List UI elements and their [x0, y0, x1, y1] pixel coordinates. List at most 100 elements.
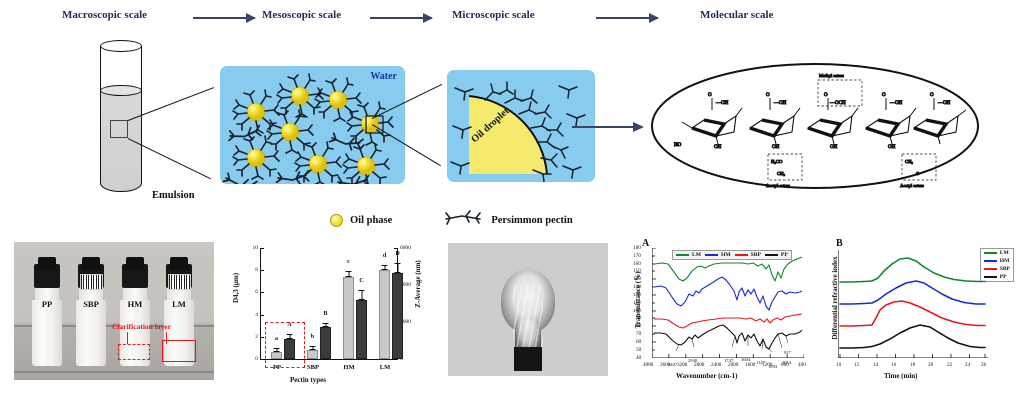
- svg-text:OH: OH: [830, 145, 838, 150]
- pendant-drop-photo: [448, 243, 608, 376]
- bar-chart-d43-zaverage: D4,3 (µm) Z-Average (nm) 0 2 4 6 8 10 0 …: [224, 240, 432, 390]
- panel-a-y-tick-80: 80: [636, 323, 642, 329]
- panel-a-y-tick-100: 100: [633, 308, 641, 314]
- bar-x-label-hm: HM: [343, 364, 355, 371]
- svg-text:CH₃: CH₃: [905, 159, 913, 164]
- scale-arrow-2: [370, 13, 433, 23]
- water-label-meso: Water: [370, 71, 397, 82]
- sig-letter: d: [382, 253, 387, 259]
- pectin-molecule-svg: O —OH HO OH O —OH OH: [651, 63, 979, 189]
- panel-a-y-tick-130: 130: [633, 284, 641, 290]
- bar-y2-tick-6000: 6000: [400, 245, 411, 251]
- bottle-label-sbp: SBP: [83, 299, 99, 309]
- cylinder-rim: [100, 40, 142, 52]
- svg-text:Acetyl esters: Acetyl esters: [766, 183, 790, 188]
- bar-y-tick-10: 10: [252, 245, 259, 251]
- error-bar: [381, 265, 388, 270]
- panel-b-x-tick-16: 16: [891, 362, 897, 368]
- svg-text:O: O: [824, 93, 828, 98]
- bench-line: [14, 324, 214, 327]
- legend-swatch-pp: [764, 254, 778, 256]
- panel-b-x-tick-24: 24: [965, 362, 971, 368]
- svg-text:Methyl esters: Methyl esters: [819, 73, 844, 78]
- sig-letter: D: [395, 251, 400, 258]
- bottle-neck: [123, 288, 147, 300]
- panel-b-gpc: B Differential refractive index LM HM SB…: [822, 238, 1018, 388]
- panel-a-x-tick-1200: 1200: [762, 362, 773, 368]
- panel-a-y-tick-110: 110: [633, 300, 641, 306]
- clarification-pointer-right: [166, 332, 168, 344]
- arrow-to-molecular: [572, 121, 644, 132]
- panel-a-x-tick-2800: 2800: [694, 362, 705, 368]
- bottle-label-lm: LM: [172, 299, 186, 309]
- panel-a-y-tick-140: 140: [633, 276, 641, 282]
- bar-y2-tick-0: 0: [400, 356, 403, 362]
- panel-a-x-axis-title-text: Wavenumber (cm-1): [676, 372, 738, 380]
- error-bar: [309, 345, 316, 350]
- peak-label-3407: 3407: [668, 362, 678, 367]
- svg-text:OH: OH: [714, 145, 722, 150]
- clarification-box-lm: [162, 340, 196, 362]
- legend-name-hm: HM: [721, 252, 731, 258]
- panel-a-y-tick-150: 150: [633, 268, 641, 274]
- legend-label-persimmon-pectin: Persimmon pectin: [491, 215, 573, 226]
- clarification-layer-label: Clarification layer: [112, 322, 171, 331]
- mesoscopic-droplets-svg: [221, 73, 394, 195]
- bar-chart-x-axis-title: Pectin types: [290, 376, 326, 384]
- svg-text:Acetyl esters: Acetyl esters: [900, 183, 924, 188]
- bar-group-pp: a A: [271, 322, 295, 359]
- bottle-cap-top: [82, 257, 100, 270]
- cylinder-zoom-marker: [110, 120, 128, 138]
- oil-phase-icon: [330, 214, 343, 227]
- panel-a-letter: A: [642, 238, 650, 249]
- legend-swatch-lm: [676, 254, 689, 256]
- bar-lm-d43: d: [379, 253, 390, 359]
- panel-a-x-tick-3600: 3600: [660, 362, 671, 368]
- mesoscopic-panel: Water: [220, 66, 405, 195]
- panel-a-y-tick-50: 50: [636, 347, 642, 353]
- floor-line: [14, 371, 214, 373]
- panel-b-x-tick-10: 10: [836, 362, 842, 368]
- error-bar: [273, 347, 280, 352]
- panel-a-y-tick-120: 120: [633, 292, 641, 298]
- bottle-neck: [79, 288, 103, 300]
- error-bar: [358, 290, 365, 301]
- panel-a-x-tick-2000: 2000: [728, 362, 739, 368]
- oil-droplet-interface-svg: [450, 81, 586, 183]
- bar-hm-d43: c: [343, 259, 354, 359]
- panel-b-legend: LM HM SBP PP: [979, 248, 1014, 282]
- sig-letter: A: [287, 321, 292, 328]
- legend-name-pp: PP: [780, 252, 788, 258]
- bottle-body: [120, 300, 150, 366]
- bottle-neck: [35, 288, 59, 300]
- error-bar: [322, 323, 329, 328]
- legend-item-persimmon-pectin: Persimmon pectin: [444, 210, 573, 231]
- svg-text:O: O: [916, 171, 920, 176]
- peak-label-1147: 1147: [756, 360, 766, 365]
- panel-a-spectra-svg: [652, 248, 804, 358]
- svg-text:CH₃: CH₃: [777, 171, 785, 176]
- panel-a-x-tick-3200: 3200: [677, 362, 688, 368]
- bottle-body: [164, 300, 194, 366]
- panel-a-legend: LM HM SBP PP: [672, 250, 792, 260]
- bar-chart-plot-area: 0 2 4 6 8 10 0 2000 4000 6000: [253, 245, 411, 368]
- bottle-cap-top: [38, 257, 56, 270]
- panel-b-curves-svg: [838, 250, 988, 358]
- bar-pp-zavg: A: [284, 322, 295, 359]
- panel-a-y-tick-90: 90: [636, 315, 642, 321]
- panel-b-letter: B: [836, 238, 843, 249]
- panel-b-x-tick-14: 14: [873, 362, 879, 368]
- peak-label-1604: 1604: [741, 357, 751, 362]
- legend-label-oil-phase: Oil phase: [350, 215, 393, 226]
- peak-label-2940: 2940: [688, 358, 698, 363]
- error-bar: [286, 333, 293, 339]
- scale-arrow-1: [193, 13, 256, 23]
- svg-text:—OH: —OH: [715, 101, 729, 106]
- peak-label-917: 917: [784, 350, 791, 355]
- legend-name-lm: LM: [692, 252, 702, 258]
- bar-x-label-sbp: SBP: [307, 364, 319, 371]
- bar-y-tick-6: 6: [255, 289, 258, 296]
- legend-chip-hm: HM: [983, 258, 1009, 264]
- legend-swatch-pp: [983, 276, 997, 278]
- bar-lm-zavg: D: [392, 251, 403, 359]
